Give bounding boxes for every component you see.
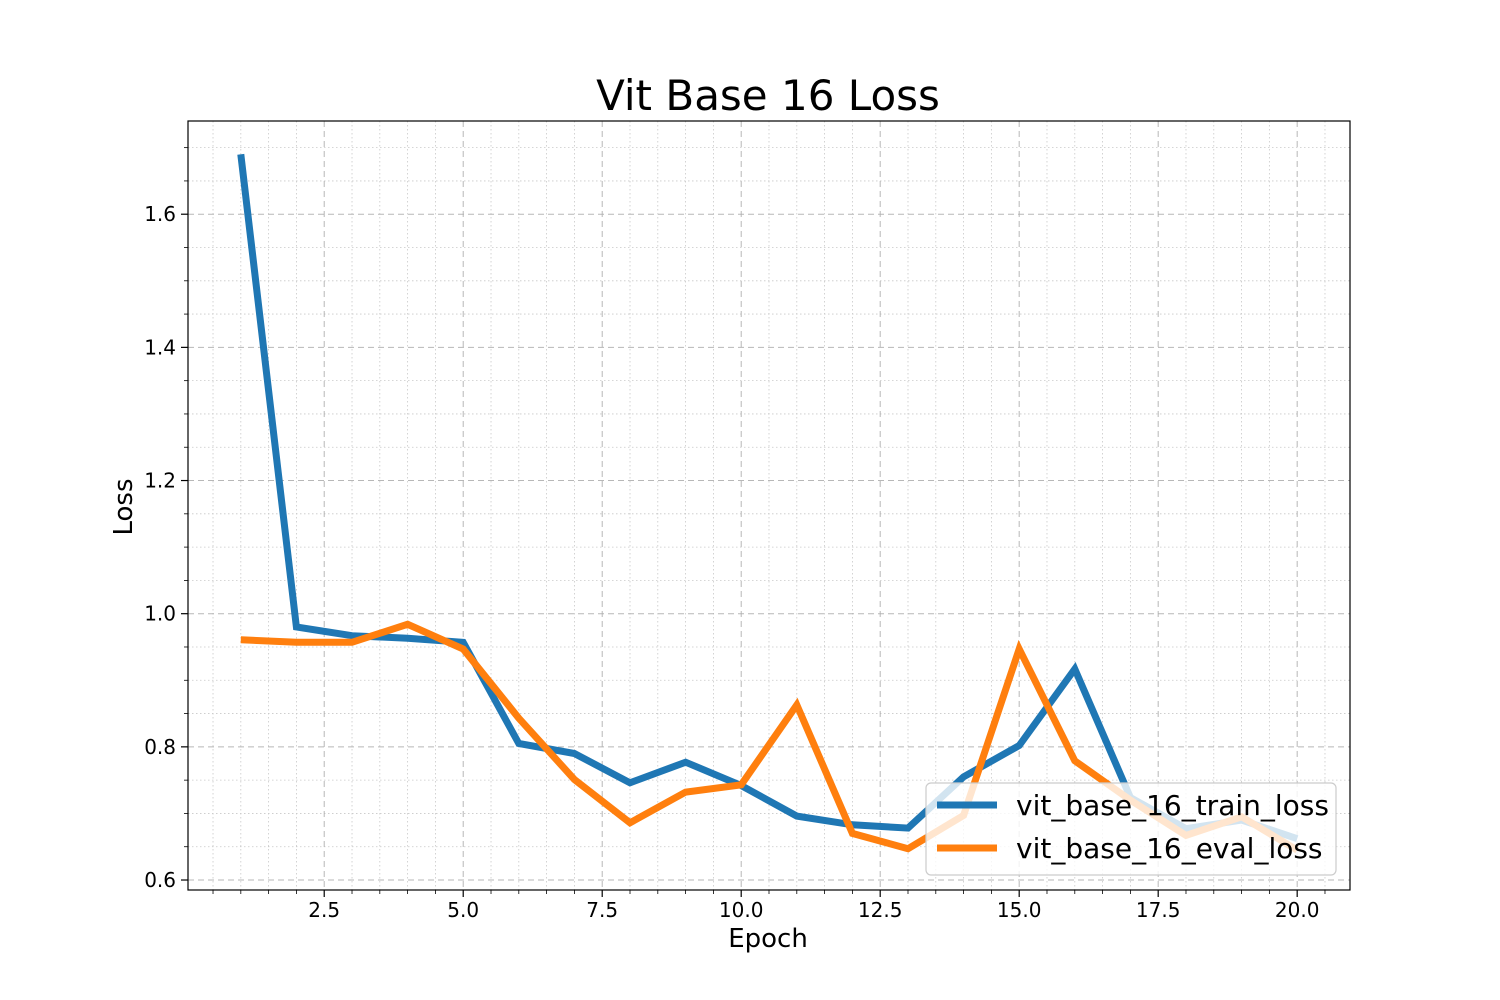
legend: vit_base_16_train_loss vit_base_16_eval_…: [925, 782, 1337, 876]
x-axis-label: Epoch: [728, 924, 808, 954]
x-tick-label: 17.5: [1136, 898, 1181, 922]
x-tick-label: 7.5: [586, 898, 618, 922]
axis-ticks: 2.5 5.0 7.5 10.0 12.5 15.0 17.5 20.0 0.6 0.8 1.0 1.…: [144, 147, 1326, 922]
x-tick-label: 12.5: [858, 898, 903, 922]
y-tick-label: 0.8: [144, 735, 176, 759]
legend-label-eval: vit_base_16_eval_loss: [1016, 832, 1323, 865]
legend-box: [925, 782, 1337, 876]
y-tick-label: 1.0: [144, 602, 176, 626]
y-tick-label: 1.4: [144, 335, 176, 359]
grid: [188, 121, 1350, 890]
y-tick-label: 1.6: [144, 202, 176, 226]
legend-label-train: vit_base_16_train_loss: [1016, 789, 1329, 822]
y-tick-label: 0.6: [144, 868, 176, 892]
x-tick-label: 10.0: [719, 898, 764, 922]
x-tick-label: 20.0: [1275, 898, 1320, 922]
x-tick-label: 15.0: [997, 898, 1042, 922]
y-axis-label: Loss: [109, 478, 139, 535]
chart-title: Vit Base 16 Loss: [596, 71, 940, 120]
y-tick-label: 1.2: [144, 469, 176, 493]
x-tick-label: 5.0: [447, 898, 479, 922]
x-tick-label: 2.5: [308, 898, 340, 922]
series-line-train: [237, 153, 1299, 843]
plot-frame: [187, 120, 1351, 891]
